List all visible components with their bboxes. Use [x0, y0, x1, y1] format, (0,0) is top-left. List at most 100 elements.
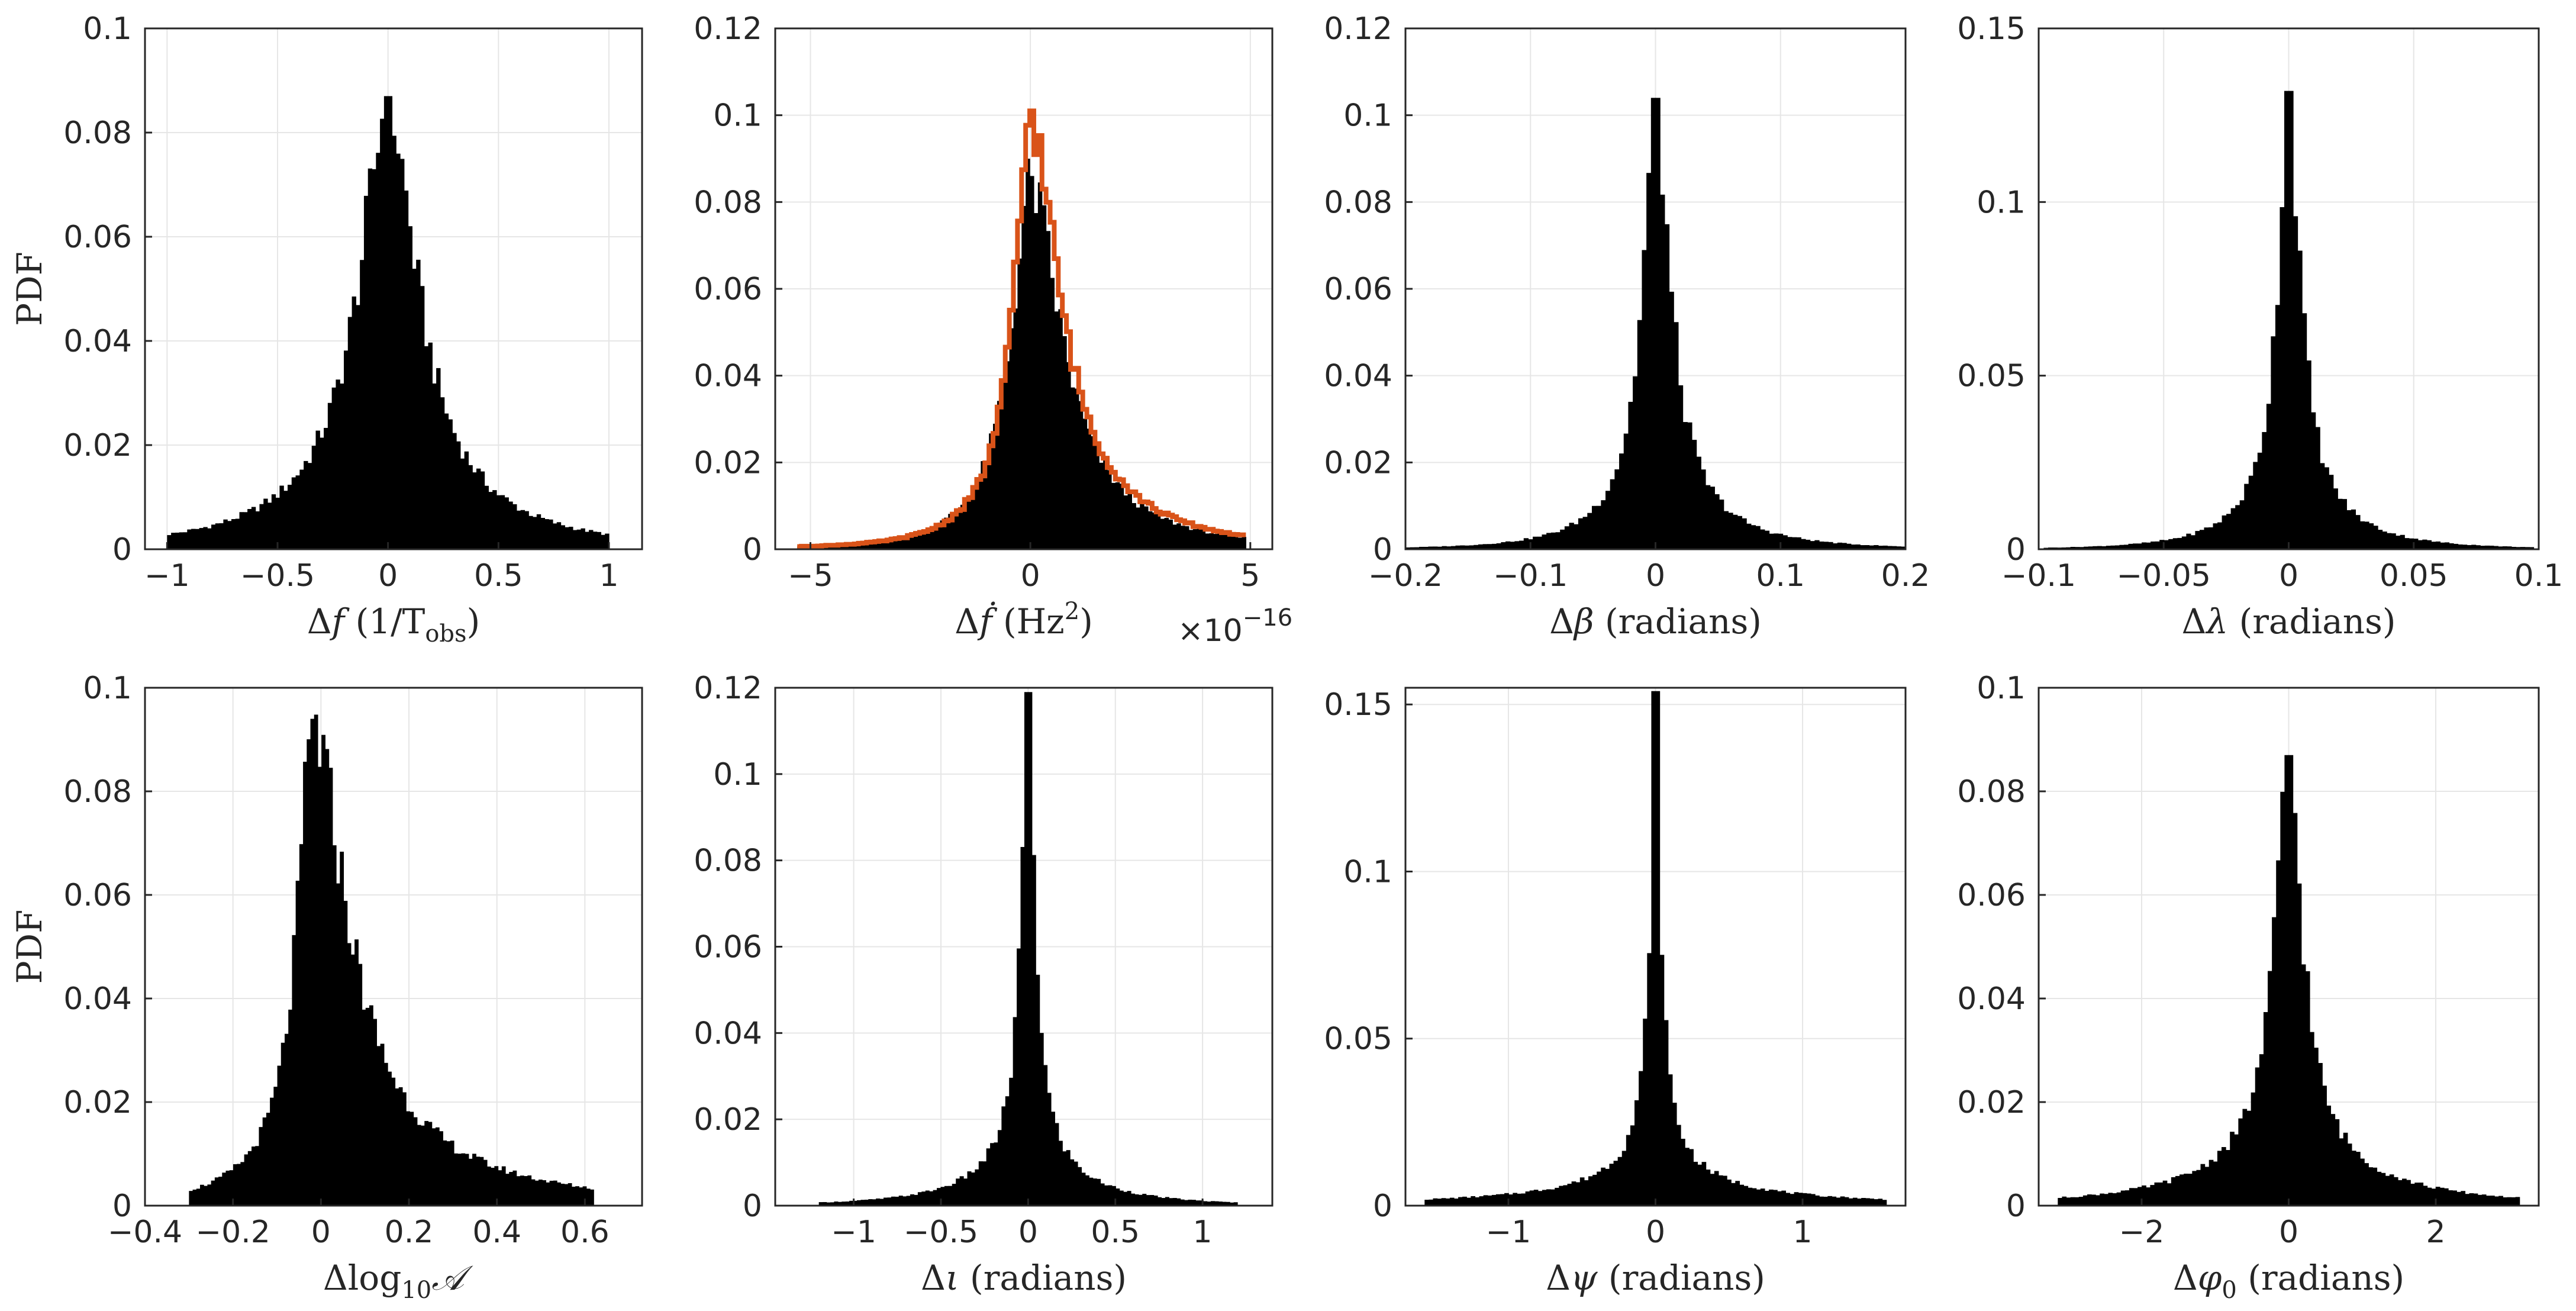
histogram-bar — [872, 1199, 876, 1206]
histogram-bar — [1628, 401, 1633, 549]
histogram-bar — [211, 524, 216, 549]
histogram-bar — [1723, 511, 1729, 549]
histogram-bar — [1674, 322, 1679, 549]
histogram-bar — [420, 286, 425, 549]
x-axis-label: Δf (1/Tobs) — [307, 601, 480, 648]
histogram-bar — [560, 525, 565, 549]
histogram-bar — [1748, 1187, 1753, 1206]
histogram-bar — [944, 517, 949, 549]
y-tick-label: 0 — [1373, 532, 1392, 568]
histogram-bar — [569, 526, 573, 549]
y-tick-label: 0.12 — [694, 671, 762, 706]
histogram-bar — [1819, 1196, 1824, 1206]
histogram-bar — [1087, 429, 1092, 549]
x-tick-label: −0.5 — [240, 558, 315, 594]
histogram-bar — [2461, 1191, 2466, 1206]
histogram-bar — [1669, 291, 1674, 549]
x-axis-label: Δḟ (Hz2) — [955, 598, 1093, 642]
histogram-bar — [1078, 401, 1084, 549]
histogram-bar — [534, 1180, 539, 1206]
histogram-bar — [1874, 1199, 1879, 1206]
histogram-bar — [1655, 98, 1661, 550]
histogram-bar — [1869, 545, 1874, 549]
histogram-bar — [1111, 482, 1116, 549]
histogram-bar — [352, 296, 356, 549]
x-tick-label: 0 — [2279, 1215, 2298, 1250]
histogram-bar — [2465, 1194, 2470, 1206]
histogram-bar — [948, 514, 953, 549]
histogram-bar — [1504, 1193, 1509, 1206]
histogram-bar — [2217, 1151, 2222, 1206]
histogram-bar — [291, 477, 296, 549]
histogram-bar — [1769, 533, 1774, 549]
histogram-bar — [586, 1188, 591, 1206]
histogram-bar — [1009, 1077, 1014, 1206]
histogram-bar — [1197, 528, 1202, 549]
histogram-bar — [488, 492, 493, 549]
histogram-bar — [1621, 1151, 1627, 1206]
panel-3: −0.2 −0.1 0 0.1 0.2 0 0.02 0.04 0.06 0.08 0.1 0.12 Δ… — [1324, 11, 1930, 642]
histogram-bar — [457, 1154, 462, 1206]
histogram-bar — [2196, 1170, 2201, 1206]
histogram-bar — [1036, 974, 1040, 1206]
histogram-bar — [2155, 541, 2160, 549]
histogram-bar — [1861, 1198, 1866, 1206]
histogram-bar — [871, 540, 875, 549]
histogram-bar — [1001, 380, 1006, 549]
histogram-bar — [886, 540, 892, 549]
histogram-bar — [1108, 1185, 1113, 1206]
histogram-bar — [472, 1154, 476, 1206]
histogram-bar — [2158, 1182, 2164, 1206]
histogram-bar — [263, 498, 268, 549]
histogram-bar — [528, 516, 533, 549]
histogram-bar — [402, 1092, 407, 1206]
y-tick-label: 0.06 — [694, 930, 762, 965]
histogram-bar — [1769, 1189, 1774, 1206]
histogram-bar — [978, 1161, 983, 1206]
histogram-bar — [1188, 1199, 1192, 1206]
histogram-bar — [383, 1062, 388, 1206]
histogram-bar — [1442, 546, 1447, 549]
histogram-bar — [2324, 467, 2329, 549]
histogram-bar — [2251, 1092, 2256, 1206]
histogram-bar — [237, 1164, 241, 1206]
histogram-bar — [1601, 1167, 1605, 1206]
histogram-bar — [1701, 1162, 1707, 1206]
histogram-bar — [252, 1146, 256, 1206]
histogram-bar — [214, 1177, 219, 1206]
histogram-bar — [1882, 1200, 1887, 1206]
histogram-bar — [1213, 534, 1218, 549]
histogram-bar — [1633, 376, 1638, 549]
histogram-bar — [2259, 1054, 2264, 1206]
histogram-bar — [2268, 971, 2272, 1206]
histogram-bar — [2520, 547, 2526, 549]
y-tick-label: 0.02 — [1957, 1085, 2026, 1120]
histogram-bar — [1070, 1159, 1075, 1206]
histogram-bar — [2235, 505, 2240, 549]
histogram-bar — [235, 518, 240, 549]
histogram-bar — [2093, 546, 2098, 549]
histogram-bar — [1054, 311, 1059, 549]
histogram-bar — [860, 1200, 865, 1206]
histogram-bar — [845, 1201, 850, 1206]
x-tick-label: −5 — [788, 558, 833, 594]
histogram-bar — [395, 1088, 399, 1206]
histogram-bar — [424, 1120, 429, 1206]
histogram-bar — [460, 458, 465, 549]
histogram-bar — [1728, 513, 1733, 549]
histogram-bar — [1081, 1173, 1086, 1206]
histogram-bar — [440, 397, 445, 549]
x-tick-label: 0.1 — [1756, 558, 1805, 594]
histogram-bar — [975, 1169, 979, 1206]
histogram-bar — [915, 532, 920, 549]
histogram-bar — [175, 532, 180, 549]
histogram-bar — [189, 1191, 194, 1206]
histogram-bar — [542, 1180, 547, 1206]
histogram-bar — [923, 529, 928, 549]
histogram-bar — [1550, 1189, 1555, 1206]
histogram-bar — [910, 1194, 915, 1206]
histogram-bar — [2507, 546, 2512, 549]
histogram-bar — [2108, 1193, 2113, 1206]
histogram-bar — [376, 153, 381, 550]
